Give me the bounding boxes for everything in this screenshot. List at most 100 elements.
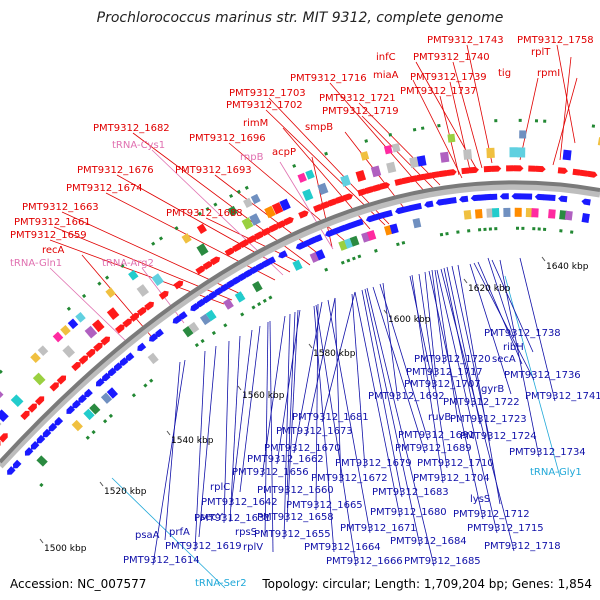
leader-line bbox=[366, 287, 435, 567]
feature-block bbox=[84, 325, 98, 339]
scale-tick-label: 1500 kbp bbox=[44, 544, 87, 554]
scale-tick-label: 1600 kbp bbox=[388, 315, 431, 325]
feature-marker bbox=[149, 378, 154, 383]
leader-line bbox=[491, 259, 534, 353]
gene-label: PMT9312_1689 bbox=[395, 443, 472, 454]
reverse-gene-arrow bbox=[54, 416, 64, 426]
leader-line bbox=[283, 313, 291, 540]
feature-marker bbox=[518, 118, 522, 122]
gene-label: rplV bbox=[243, 542, 263, 553]
feature-block bbox=[486, 147, 495, 159]
feature-marker bbox=[401, 240, 406, 245]
gene-label: PMT9312_1642 bbox=[201, 497, 278, 508]
gene-label: PMT9312_1703 bbox=[229, 88, 306, 99]
inner-feature-track bbox=[7, 193, 591, 488]
feature-block bbox=[517, 147, 526, 158]
forward-gene-arrow bbox=[409, 175, 420, 183]
leader-line bbox=[519, 257, 556, 402]
gene-label: lysS bbox=[470, 494, 490, 505]
gene-label: PMT9312_1715 bbox=[467, 523, 544, 534]
feature-block bbox=[227, 205, 238, 217]
feature-block bbox=[106, 307, 120, 321]
gene-label: tig bbox=[498, 68, 511, 79]
forward-gene-arrow bbox=[401, 176, 413, 185]
forward-gene-arrow bbox=[232, 243, 243, 253]
scale-tick-label: 1540 kbp bbox=[171, 436, 214, 446]
leader-line bbox=[229, 335, 241, 523]
feature-block bbox=[128, 269, 139, 281]
feature-block bbox=[100, 392, 113, 404]
gene-label: PMT9312_1680 bbox=[370, 507, 447, 518]
scale-ticks: 1500 kbp 1520 kbp 1540 kbp 1560 kbp 1580 kbp… bbox=[39, 256, 589, 554]
forward-gene-arrow bbox=[364, 186, 376, 194]
gene-label: PMT9312_1665 bbox=[286, 500, 363, 511]
feature-marker bbox=[439, 232, 444, 237]
gene-label: PMT9312_1718 bbox=[484, 541, 561, 552]
leader-line bbox=[424, 271, 437, 378]
forward-gene-arrow bbox=[379, 182, 391, 190]
gene-label: PMT9312_1704 bbox=[413, 473, 490, 484]
gene-label: PMT9312_1660 bbox=[257, 485, 334, 496]
feature-marker bbox=[521, 226, 525, 230]
forward-gene-arrow bbox=[357, 188, 368, 197]
forward-gene-arrow bbox=[173, 280, 184, 290]
feature-block bbox=[199, 313, 211, 326]
forward-gene-arrow bbox=[49, 382, 59, 392]
forward-gene-arrow bbox=[78, 355, 89, 365]
gene-label: PMT9312_1685 bbox=[404, 556, 481, 567]
leader-line bbox=[434, 269, 459, 423]
gene-label: prfA bbox=[169, 527, 190, 538]
forward-gene-arrow bbox=[20, 410, 30, 421]
reverse-gene-arrow bbox=[534, 193, 544, 201]
scale-tick-label: 1580 kbp bbox=[313, 349, 356, 359]
forward-gene-arrow bbox=[85, 349, 96, 359]
leader-line bbox=[552, 77, 578, 166]
reverse-gene-arrow bbox=[488, 193, 498, 200]
feature-block bbox=[383, 144, 393, 155]
feature-marker bbox=[467, 229, 471, 233]
leader-line bbox=[293, 301, 323, 454]
leader-line bbox=[223, 340, 230, 524]
gene-label: PMT9312_1671 bbox=[340, 523, 417, 534]
feature-block bbox=[509, 147, 518, 158]
feature-block bbox=[386, 161, 397, 174]
feature-block bbox=[525, 207, 534, 218]
reverse-gene-arrow bbox=[125, 352, 135, 361]
feature-marker bbox=[240, 312, 245, 317]
leader-line bbox=[305, 297, 336, 437]
feature-marker bbox=[85, 435, 90, 440]
reverse-gene-arrow bbox=[383, 209, 393, 218]
forward-gene-arrow bbox=[129, 312, 140, 322]
feature-block bbox=[71, 419, 83, 432]
feature-block bbox=[181, 233, 192, 244]
feature-marker bbox=[542, 227, 547, 232]
gene-label: PMT9312_1614 bbox=[123, 555, 200, 566]
feature-block bbox=[264, 205, 276, 219]
leader-line bbox=[286, 311, 296, 496]
gene-label: PMT9312_1688 bbox=[166, 208, 243, 219]
gene-label: PMT9312_1658 bbox=[257, 512, 334, 523]
feature-marker bbox=[388, 132, 393, 137]
scale-tick-mark bbox=[541, 256, 546, 262]
leader-line bbox=[418, 273, 448, 469]
feature-marker bbox=[102, 419, 108, 424]
feature-marker bbox=[262, 298, 267, 303]
feature-marker bbox=[251, 305, 256, 310]
forward-gene-arrow bbox=[71, 362, 81, 372]
gene-label: PMT9312_1739 bbox=[410, 72, 487, 83]
feature-block bbox=[271, 202, 284, 215]
feature-block bbox=[416, 155, 427, 167]
gene-label: PMT9312_1716 bbox=[290, 73, 367, 84]
gene-label: tRNA-Arg2 bbox=[102, 258, 154, 269]
feature-block bbox=[75, 311, 86, 323]
feature-block bbox=[105, 287, 116, 298]
feature-marker bbox=[374, 248, 378, 253]
feature-marker bbox=[346, 258, 351, 263]
reverse-gene-arrow bbox=[178, 311, 188, 320]
forward-gene-arrow bbox=[202, 261, 213, 270]
forward-gene-arrow bbox=[268, 223, 280, 233]
feature-block bbox=[196, 223, 207, 235]
leader-line bbox=[466, 44, 493, 164]
reverse-gene-arrow bbox=[354, 218, 364, 227]
leader-line bbox=[315, 304, 357, 567]
